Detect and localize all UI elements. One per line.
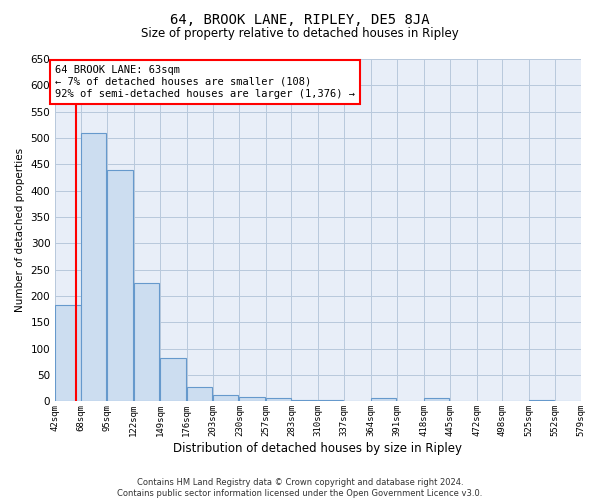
Bar xyxy=(450,401,476,402)
Bar xyxy=(134,283,159,402)
Text: Contains HM Land Registry data © Crown copyright and database right 2024.
Contai: Contains HM Land Registry data © Crown c… xyxy=(118,478,482,498)
Bar xyxy=(397,401,423,402)
Bar xyxy=(187,386,212,402)
Text: Size of property relative to detached houses in Ripley: Size of property relative to detached ho… xyxy=(141,28,459,40)
Text: 64, BROOK LANE, RIPLEY, DE5 8JA: 64, BROOK LANE, RIPLEY, DE5 8JA xyxy=(170,12,430,26)
Bar xyxy=(476,401,502,402)
Bar xyxy=(266,398,292,402)
Bar xyxy=(160,358,185,402)
Bar xyxy=(55,305,80,402)
Y-axis label: Number of detached properties: Number of detached properties xyxy=(15,148,25,312)
Bar xyxy=(318,400,343,402)
X-axis label: Distribution of detached houses by size in Ripley: Distribution of detached houses by size … xyxy=(173,442,463,455)
Bar xyxy=(344,401,370,402)
Bar xyxy=(239,396,265,402)
Bar xyxy=(502,401,527,402)
Bar xyxy=(555,401,581,402)
Bar xyxy=(371,398,396,402)
Bar xyxy=(213,394,238,402)
Bar xyxy=(292,400,317,402)
Bar xyxy=(80,133,106,402)
Text: 64 BROOK LANE: 63sqm
← 7% of detached houses are smaller (108)
92% of semi-detac: 64 BROOK LANE: 63sqm ← 7% of detached ho… xyxy=(55,66,355,98)
Bar xyxy=(107,170,133,402)
Bar xyxy=(529,400,554,402)
Bar xyxy=(424,398,449,402)
